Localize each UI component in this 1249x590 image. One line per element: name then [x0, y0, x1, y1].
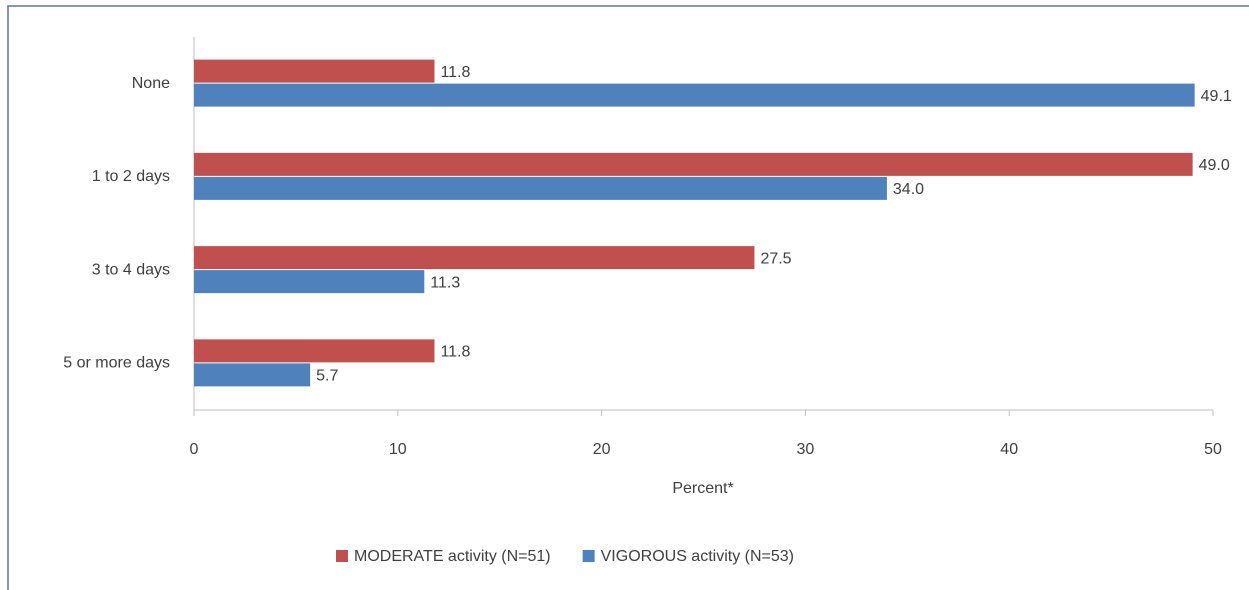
- x-tick-label: 0: [190, 441, 199, 458]
- bar: [194, 246, 755, 270]
- y-tick-label: 5 or more days: [63, 355, 170, 372]
- data-label: 11.3: [430, 274, 460, 291]
- bar: [194, 339, 435, 363]
- data-label: 11.8: [440, 344, 470, 361]
- y-tick-label: 1 to 2 days: [92, 168, 170, 185]
- legend-label: MODERATE activity (N=51): [354, 548, 551, 565]
- y-tick-label: 3 to 4 days: [92, 261, 170, 278]
- chart-frame: [7, 5, 1249, 590]
- x-tick-label: 20: [593, 441, 611, 458]
- data-label: 11.8: [440, 64, 470, 81]
- x-axis-title: Percent*: [672, 480, 733, 497]
- x-tick-label: 50: [1204, 441, 1222, 458]
- legend-label: VIGOROUS activity (N=53): [601, 548, 794, 565]
- bar: [194, 176, 887, 200]
- legend-swatch: [336, 550, 348, 562]
- bar: [194, 83, 1195, 107]
- bar: [194, 152, 1193, 176]
- y-tick-label: None: [132, 75, 170, 92]
- x-tick-label: 30: [797, 441, 815, 458]
- x-tick-label: 10: [389, 441, 407, 458]
- data-label: 34.0: [893, 181, 924, 198]
- bar: [194, 363, 311, 387]
- bar: [194, 59, 435, 83]
- data-label: 49.0: [1199, 157, 1230, 174]
- bar: [194, 270, 425, 294]
- legend-swatch: [582, 550, 595, 562]
- data-label: 5.7: [316, 368, 338, 385]
- x-tick-label: 40: [1000, 441, 1018, 458]
- data-label: 27.5: [760, 250, 791, 267]
- data-label: 49.1: [1201, 88, 1232, 105]
